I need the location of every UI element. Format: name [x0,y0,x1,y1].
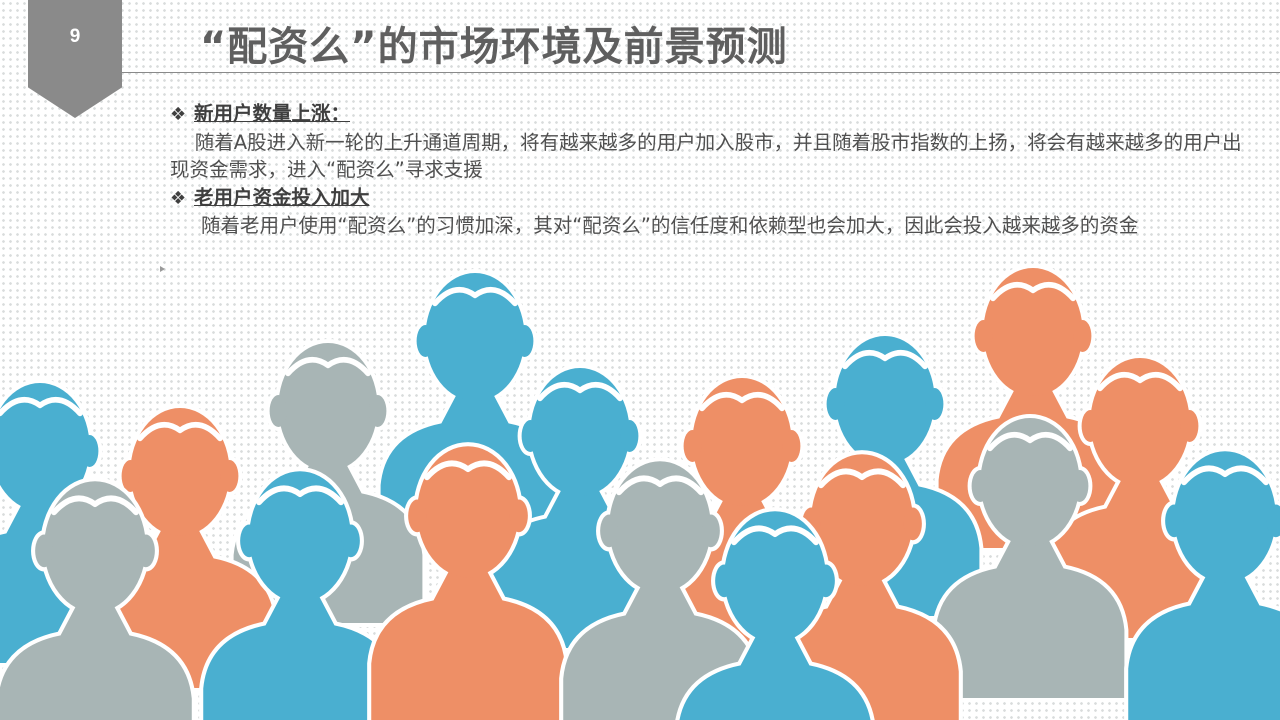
page-number: 9 [69,26,81,47]
person-figure-icon [765,454,959,720]
person-figure-icon [234,343,423,623]
small-arrow-mark [160,266,165,272]
person-figure-icon [86,408,275,688]
person-figure-icon [648,378,837,658]
person-figure-icon [203,471,397,720]
person-figure-icon [381,273,570,553]
person-figure-icon [0,481,192,720]
point-text: 随着A股进入新一轮的上升通道周期，将有越来越多的用户加入股市，并且随着股市指数的… [170,130,1242,182]
title-divider [122,72,1280,73]
person-figure-icon [1046,358,1235,638]
point-new-users: ❖ 新用户数量上涨： 随着A股进入新一轮的上升通道周期，将有越来越多的用户加入股市… [170,100,1250,184]
person-figure-icon [791,336,980,616]
point-heading-label: 老用户资金投入加大 [194,185,370,209]
slide-title: “配资么”的市场环境及前景预测 [200,24,788,70]
person-figure-icon [371,446,565,720]
person-figure-icon [939,268,1128,548]
point-old-users: ❖ 老用户资金投入加大 随着老用户使用“配资么”的习惯加深，其对“配资么”的信任度… [170,184,1250,240]
point-heading-label: 新用户数量上涨： [194,102,351,125]
person-figure-icon [0,383,134,663]
person-figure-icon [936,418,1125,698]
point-heading: ❖ 老用户资金投入加大 [170,184,1250,213]
content-block: ❖ 新用户数量上涨： 随着A股进入新一轮的上升通道周期，将有越来越多的用户加入股市… [170,100,1250,240]
person-figure-icon [1128,451,1280,720]
point-heading: ❖ 新用户数量上涨： [170,100,1250,129]
person-figure-icon [486,368,675,648]
diamond-bullet-icon: ❖ [170,187,187,209]
person-figure-icon [563,461,757,720]
person-figure-icon [678,511,872,720]
point-text: 随着老用户使用“配资么”的习惯加深，其对“配资么”的信任度和依赖型也会加大，因此… [170,214,1139,237]
diamond-bullet-icon: ❖ [170,104,187,125]
